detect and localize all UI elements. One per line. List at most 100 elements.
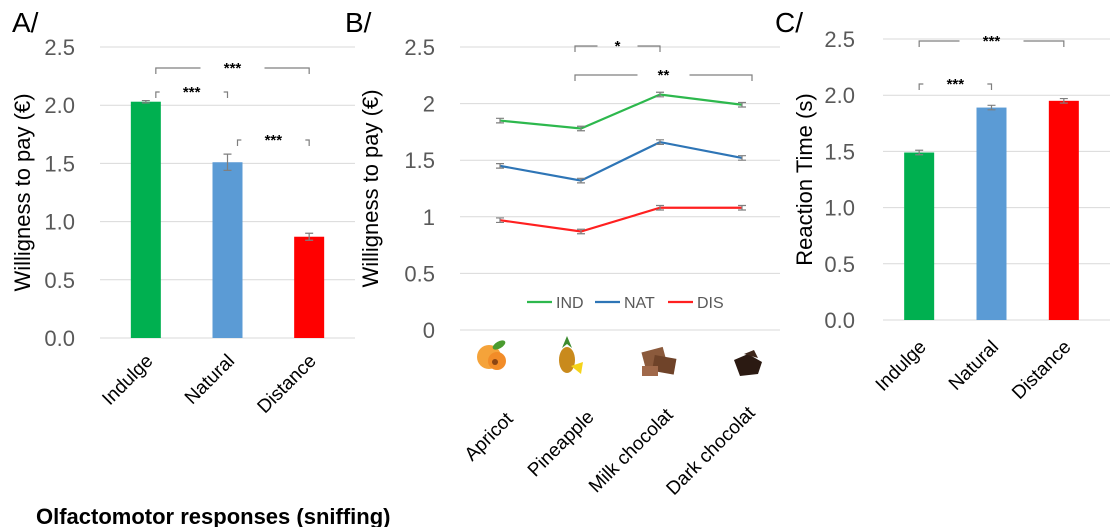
error-bar [738,204,746,211]
error-bar [496,162,504,169]
y-tick-label: 1 [423,205,435,230]
legend-label: NAT [624,295,655,312]
significance-bracket-label: *** [183,84,201,101]
error-bar [141,99,150,104]
error-bar [656,204,664,211]
chocolate-piece [734,354,762,376]
panel-label: C/ [775,7,803,38]
y-tick-label: 0 [423,318,435,343]
pineapple-leaves [562,336,572,348]
y-tick-label: 2.0 [824,83,855,108]
significance-bracket-label: *** [224,60,242,77]
panel-b: B/0 0.5 1 1.5 2 2.5 Willigness to pay (€) IND NA… [345,7,780,500]
bar-distance [294,236,325,338]
significance-bracket-line [918,40,960,47]
error-bar [577,228,585,235]
y-tick-label: 0.5 [824,252,855,277]
error-bar [656,139,664,145]
panel-label: A/ [12,7,39,38]
significance-bracket-label: *** [983,33,1001,50]
food-icons [477,336,762,376]
error-bar [656,91,664,98]
panel-a: A/0.0 0.5 1.0 1.5 2.0 2.5 Willigness to pay (€… [10,7,355,418]
category-label: Indulge [98,351,157,410]
chocolate-piece [642,366,658,376]
y-tick-label: 0.0 [44,326,75,351]
y-tick-label: 0.5 [404,261,435,286]
y-axis-title: Willigness to pay (€) [358,89,383,287]
category-label: Natural [945,337,1003,395]
error-bar [496,117,504,124]
pineapple-icon [559,336,583,374]
series-line-nat [499,140,743,182]
y-tick-label: 0.0 [824,308,855,333]
bar-distance [1048,100,1079,320]
error-bar [987,104,996,111]
significance-bracket-label: *** [265,132,283,149]
significance-bracket-line [236,139,242,146]
significance-bracket-line [574,45,598,52]
category-label: Pineapple [524,407,599,482]
significance-bracket-label: ** [658,67,670,84]
chocolate-piece [652,355,677,375]
pineapple-body [559,347,575,373]
y-tick-label: 2.0 [44,93,75,118]
error-bar [738,155,746,161]
chocolate-piece [744,350,758,358]
y-tick-label: 1.0 [824,196,855,221]
error-bar [223,153,232,171]
bar-indulge [130,101,161,338]
panel-c: C/0.0 0.5 1.0 1.5 2.0 2.5 Reaction Time (s) Ind… [775,7,1110,404]
y-tick-label: 2 [423,92,435,117]
category-label: Apricot [461,408,518,465]
y-tick-label: 1.5 [44,151,75,176]
y-tick-label: 1.5 [824,139,855,164]
y-tick-label: 2.5 [404,35,435,60]
y-tick-label: 1.5 [404,148,435,173]
apricot-leaf [492,340,506,350]
error-bar [496,217,504,224]
significance-bracket-line [987,83,993,90]
legend-label: DIS [697,295,724,312]
pineapple-slice [571,362,583,374]
category-label: Dark chocolat [663,402,760,499]
y-tick-label: 2.5 [824,27,855,52]
bar-indulge [904,152,935,320]
significance-bracket-line [918,83,924,90]
significance-bracket-line [155,67,201,74]
significance-bracket-line [1023,40,1065,47]
legend-label: IND [556,295,584,312]
apricot-icon [477,340,506,370]
apricot-pit [492,359,498,365]
bar-natural [976,107,1007,321]
category-label: Indulge [872,337,931,396]
dark-chocolate-icon [734,350,762,376]
y-tick-label: 0.5 [44,268,75,293]
y-axis-title: Reaction Time (s) [792,93,817,265]
section-heading: Olfactomotor responses (sniffing) [36,504,390,527]
error-bar [915,149,924,156]
category-label: Natural [181,351,239,409]
error-bar [577,125,585,132]
significance-bracket-line [637,45,661,52]
significance-bracket-line [264,67,310,74]
bar-natural [212,162,243,338]
error-bar [577,177,585,184]
significance-bracket-line [689,74,753,81]
y-tick-label: 2.5 [44,35,75,60]
series-line-dis [499,206,742,233]
series-line-ind [499,93,743,130]
significance-bracket-line [223,91,229,98]
significance-bracket-label: * [615,38,621,55]
y-axis-title: Willigness to pay (€) [10,93,35,291]
significance-bracket-line [155,91,160,98]
category-label: Distance [1008,337,1075,404]
significance-bracket-label: *** [947,76,965,93]
error-bar [305,232,314,241]
category-label: Distance [254,351,321,418]
y-tick-label: 1.0 [44,210,75,235]
error-bar [738,101,746,108]
panel-label: B/ [345,7,372,38]
